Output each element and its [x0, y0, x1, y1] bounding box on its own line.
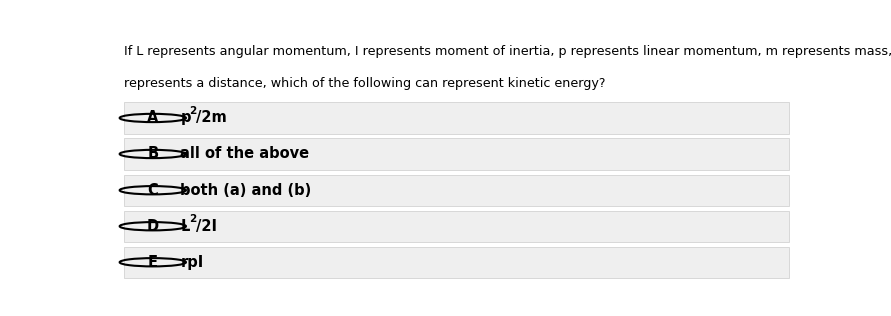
Text: C: C [147, 183, 159, 198]
FancyBboxPatch shape [124, 211, 789, 242]
FancyBboxPatch shape [124, 175, 789, 206]
Text: both (a) and (b): both (a) and (b) [181, 183, 312, 198]
Text: 2: 2 [190, 106, 197, 116]
FancyBboxPatch shape [124, 247, 789, 278]
FancyBboxPatch shape [124, 102, 789, 134]
Text: all of the above: all of the above [181, 147, 309, 161]
Text: /2m: /2m [196, 111, 227, 125]
Text: rpI: rpI [181, 255, 204, 270]
Text: L: L [181, 219, 190, 234]
FancyBboxPatch shape [124, 138, 789, 170]
Text: 2: 2 [190, 215, 197, 224]
Text: /2I: /2I [196, 219, 217, 234]
Text: E: E [148, 255, 158, 270]
Text: D: D [147, 219, 159, 234]
Text: represents a distance, which of the following can represent kinetic energy?: represents a distance, which of the foll… [124, 77, 605, 90]
Text: p: p [181, 111, 191, 125]
Text: A: A [147, 111, 159, 125]
Text: B: B [147, 147, 159, 161]
Text: If L represents angular momentum, I represents moment of inertia, p represents l: If L represents angular momentum, I repr… [124, 45, 891, 58]
